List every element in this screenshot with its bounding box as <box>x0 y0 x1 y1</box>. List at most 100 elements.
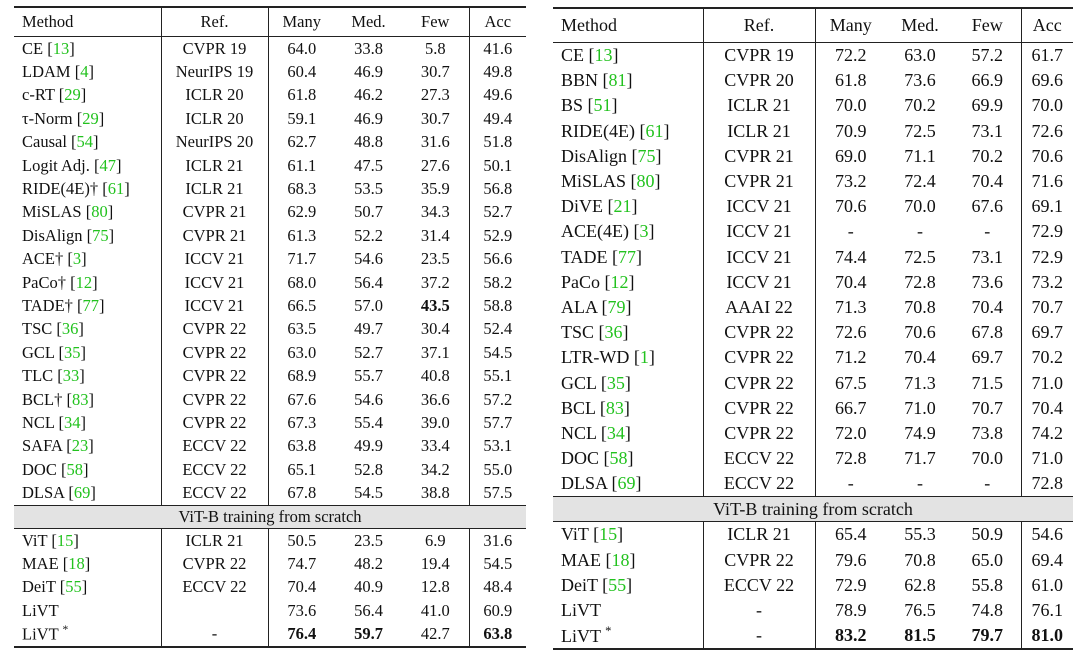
cell-few: 30.7 <box>402 107 470 131</box>
citation-bracket: [33] <box>57 366 85 386</box>
table-row: TSC [36] CVPR 22 63.5 49.7 30.4 52.4 <box>14 317 526 342</box>
cell-ref: CVPR 20 <box>703 68 816 94</box>
citation-link[interactable]: 69 <box>73 483 91 503</box>
cell-med: 62.8 <box>904 574 936 595</box>
citation-bracket: [61] <box>102 179 130 199</box>
citation-link[interactable]: 36 <box>604 322 623 343</box>
citation-link[interactable]: 77 <box>82 295 100 315</box>
table-row: LiVT * -76.4 59.7 42.7 63.8 <box>14 622 526 647</box>
citation-link[interactable]: 51 <box>593 95 612 116</box>
citation-link[interactable]: 18 <box>68 553 85 573</box>
citation-link[interactable]: 61 <box>645 120 664 141</box>
cell-many: 70.0 <box>835 95 867 116</box>
table-row: ACE(4E) [3] ICCV 21- - -72.9 <box>553 219 1073 245</box>
cell-ref: ICCV 21 <box>161 270 269 295</box>
citation-link[interactable]: 55 <box>608 574 627 595</box>
citation-link[interactable]: 58 <box>66 459 83 479</box>
citation-bracket: [35] <box>600 372 631 393</box>
citation-link[interactable]: 12 <box>75 272 93 292</box>
table-row: TSC [36] CVPR 22 72.6 70.6 67.8 69.7 <box>553 320 1073 346</box>
table-row: MiSLAS [80] CVPR 21 73.2 72.4 70.4 71.6 <box>553 168 1073 195</box>
citation-link[interactable]: 61 <box>107 179 125 199</box>
citation-link[interactable]: 13 <box>594 45 613 66</box>
citation-link[interactable]: 83 <box>605 397 624 418</box>
citation-link[interactable]: 35 <box>606 372 625 393</box>
cell-few: 70.2 <box>954 143 1022 169</box>
cell-acc: 61.0 <box>1031 574 1064 595</box>
citation-bracket: [3] <box>67 249 87 269</box>
cell-acc: 48.4 <box>483 577 513 597</box>
citation-link[interactable]: 77 <box>618 246 637 267</box>
citation-link[interactable]: 18 <box>611 549 630 570</box>
cell-ref: ECCV 22 <box>161 458 269 482</box>
cell-many: 67.5 <box>835 372 867 393</box>
citation-link[interactable]: 15 <box>599 524 618 545</box>
citation-link[interactable]: 34 <box>64 412 81 432</box>
table-row: LiVT -78.9 76.5 74.8 76.1 <box>553 597 1073 624</box>
citation-link[interactable]: 47 <box>99 155 116 175</box>
cell-med: 47.5 <box>354 155 383 175</box>
table-row: BCL† [83] CVPR 22 67.6 54.6 36.6 57.2 <box>14 387 526 412</box>
citation-link[interactable]: 29 <box>82 108 99 128</box>
citation-link[interactable]: 36 <box>61 319 79 339</box>
cell-ref: - <box>703 597 816 624</box>
citation-bracket: [12] <box>604 271 635 292</box>
citation-link[interactable]: 75 <box>92 225 109 245</box>
citation-link[interactable]: 55 <box>65 577 82 597</box>
cell-method: GCL [35] <box>553 370 704 396</box>
table-row: ALA [79] AAAI 22 71.3 70.8 70.4 70.7 <box>553 294 1073 321</box>
cell-few: 73.8 <box>954 420 1022 446</box>
cell-ref: CVPR 22 <box>703 320 816 346</box>
method-name: TLC <box>22 366 58 386</box>
citation-link[interactable]: 13 <box>52 38 70 58</box>
citation-link[interactable]: 4 <box>80 62 89 82</box>
citation-link[interactable]: 23 <box>71 436 89 456</box>
cell-ref: CVPR 21 <box>161 224 269 248</box>
citation-link[interactable]: 75 <box>637 145 656 166</box>
cell-many: 63.8 <box>287 436 317 456</box>
cell-med: 81.5 <box>904 625 936 646</box>
citation-link[interactable]: 35 <box>64 342 81 362</box>
method-name: DLSA <box>22 483 69 503</box>
cell-few: 34.3 <box>402 200 470 225</box>
citation-link[interactable]: 79 <box>607 296 626 317</box>
cell-few: 41.0 <box>402 598 470 623</box>
cell-few: 43.5 <box>402 294 470 318</box>
citation-link[interactable]: 12 <box>610 271 629 292</box>
citation-link[interactable]: 58 <box>609 448 628 469</box>
cell-acc: 49.4 <box>483 108 513 128</box>
cell-ref: CVPR 22 <box>703 547 816 573</box>
cell-method: MiSLAS [80] <box>14 200 162 225</box>
citation-link[interactable]: 81 <box>608 70 627 91</box>
cell-few: 71.5 <box>954 370 1022 396</box>
citation-link[interactable]: 29 <box>64 85 81 105</box>
table-row: BS [51] ICLR 21 70.0 70.2 69.9 70.0 <box>553 93 1073 119</box>
citation-link[interactable]: 69 <box>617 473 636 494</box>
method-name: Causal <box>22 132 72 152</box>
citation-bracket: [3] <box>633 221 655 242</box>
citation-link[interactable]: 54 <box>76 132 94 152</box>
cell-many: 71.7 <box>287 249 317 269</box>
method-name: GCL <box>22 342 59 362</box>
header-acc: Acc <box>1032 15 1062 35</box>
citation-link[interactable]: 80 <box>636 171 655 192</box>
citation-link[interactable]: 83 <box>71 389 89 409</box>
citation-link[interactable]: 33 <box>62 366 80 386</box>
citation-link[interactable]: 21 <box>613 196 632 217</box>
method-name: TSC <box>22 319 57 339</box>
citation-link[interactable]: 15 <box>56 530 74 550</box>
citation-link[interactable]: 80 <box>91 202 108 222</box>
cell-med: 71.0 <box>904 397 936 418</box>
cell-ref: - <box>161 622 269 647</box>
table-row: DeiT [55] ECCV 22 72.9 62.8 55.8 61.0 <box>553 572 1073 598</box>
citation-link[interactable]: 34 <box>606 422 625 443</box>
citation-link[interactable]: 3 <box>72 249 82 269</box>
cell-method: MiSLAS [80] <box>553 168 704 195</box>
method-name: TADE† <box>22 295 78 315</box>
table-row: DeiT [55] ECCV 22 70.4 40.9 12.8 48.4 <box>14 575 526 599</box>
citation-link[interactable]: 3 <box>639 221 649 242</box>
cell-ref: CVPR 19 <box>161 36 269 61</box>
table-row: GCL [35] CVPR 22 63.0 52.7 37.1 54.5 <box>14 341 526 365</box>
method-name: DOC <box>22 459 61 479</box>
citation-link[interactable]: 1 <box>639 347 649 368</box>
